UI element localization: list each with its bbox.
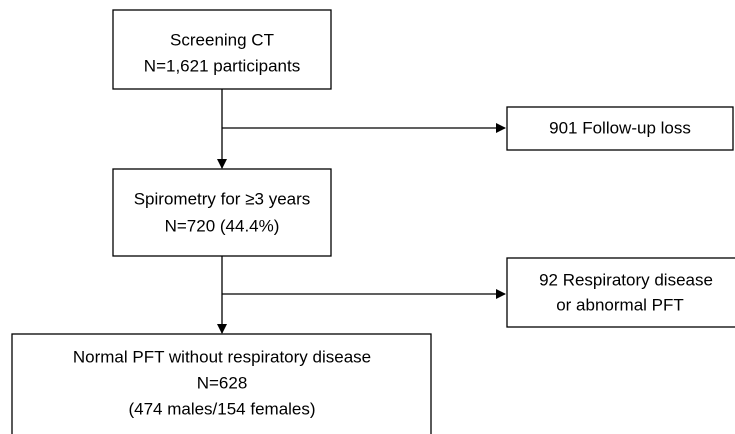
node-text: 901 Follow-up loss <box>549 118 691 137</box>
node-box <box>506 106 734 151</box>
node-text: Screening CT <box>170 30 274 49</box>
node-text: Spirometry for ≥3 years <box>134 189 311 208</box>
node-box <box>11 333 432 434</box>
node-box <box>112 168 332 257</box>
node-text: or abnormal PFT <box>556 295 684 314</box>
node-box <box>112 9 332 90</box>
node-text: Normal PFT without respiratory disease <box>73 347 371 366</box>
node-text: N=628 <box>197 373 248 392</box>
node-box <box>506 257 735 328</box>
node-text: (474 males/154 females) <box>128 399 315 418</box>
node-text: 92 Respiratory disease <box>539 270 713 289</box>
node-text: N=720 (44.4%) <box>165 216 280 235</box>
node-text: N=1,621 participants <box>144 56 300 75</box>
